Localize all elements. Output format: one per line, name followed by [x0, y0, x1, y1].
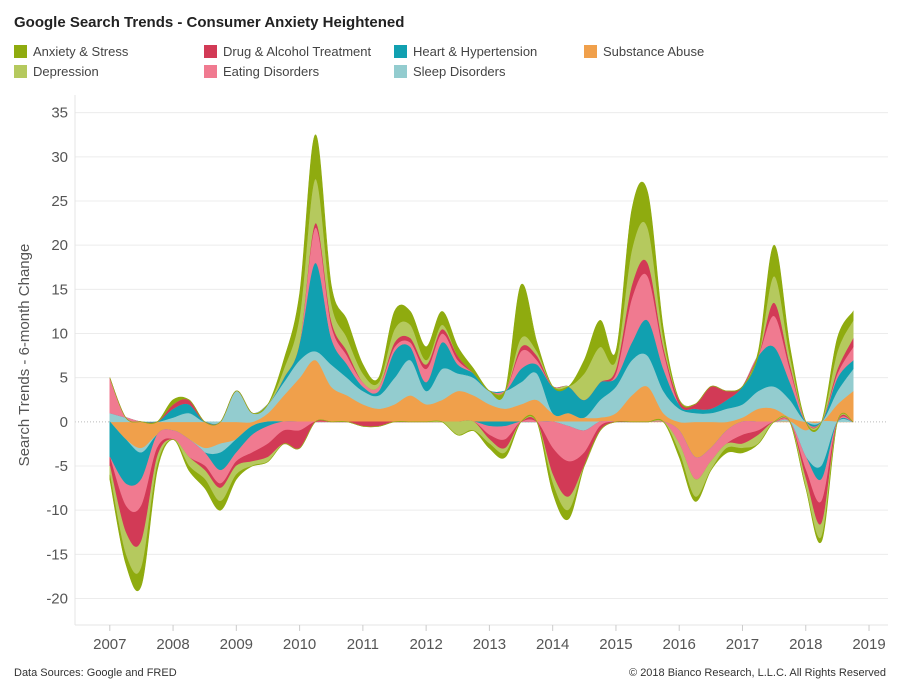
legend-label: Depression: [33, 64, 99, 79]
legend-swatch: [204, 65, 217, 78]
legend-item-depression[interactable]: Depression: [14, 64, 99, 79]
legend-swatch: [14, 65, 27, 78]
y-tick-label: 15: [51, 281, 68, 298]
legend-swatch: [394, 65, 407, 78]
legend-label: Heart & Hypertension: [413, 44, 538, 59]
x-tick-label: 2016: [663, 636, 696, 653]
y-tick-label: 5: [60, 370, 68, 387]
x-tick-label: 2017: [726, 636, 759, 653]
y-tick-label: -5: [55, 458, 68, 475]
legend-item-anxiety-stress[interactable]: Anxiety & Stress: [14, 44, 128, 59]
y-tick-label: -20: [46, 591, 68, 608]
legend-swatch: [394, 45, 407, 58]
legend-label: Substance Abuse: [603, 44, 705, 59]
y-tick-label: -15: [46, 546, 68, 563]
copyright-note: © 2018 Bianco Research, L.L.C. All Right…: [629, 667, 886, 679]
legend-item-heart-hypertension[interactable]: Heart & Hypertension: [394, 44, 537, 59]
stacked-area-chart: Search Trends - 6-month Change 353025201…: [16, 95, 888, 653]
legend-label: Anxiety & Stress: [33, 44, 129, 59]
legend-swatch: [584, 45, 597, 58]
y-tick-label: 10: [51, 326, 68, 343]
x-tick-label: 2013: [473, 636, 506, 653]
x-tick-label: 2008: [156, 636, 189, 653]
x-tick-label: 2010: [283, 636, 316, 653]
chart-title: Google Search Trends - Consumer Anxiety …: [14, 14, 405, 31]
y-tick-label: -10: [46, 502, 68, 519]
gridlines: [74, 95, 888, 626]
x-tick-label: 2011: [347, 636, 379, 653]
y-tick-label: 25: [51, 193, 68, 210]
data-source-note: Data Sources: Google and FRED: [14, 667, 177, 679]
legend-swatch: [204, 45, 217, 58]
x-tick-label: 2009: [220, 636, 253, 653]
x-tick-label: 2012: [409, 636, 442, 653]
x-tick-label: 2018: [789, 636, 822, 653]
legend-item-sleep-disorders[interactable]: Sleep Disorders: [394, 64, 506, 79]
x-tick-label: 2015: [599, 636, 632, 653]
axes: Search Trends - 6-month Change 353025201…: [16, 105, 886, 653]
legend-label: Eating Disorders: [223, 64, 320, 79]
y-tick-label: 30: [51, 149, 68, 166]
legend: Anxiety & Stress Drug & Alcohol Treatmen…: [14, 44, 884, 88]
area-series-group: [109, 134, 854, 592]
legend-label: Drug & Alcohol Treatment: [223, 44, 372, 59]
y-axis-label: Search Trends - 6-month Change: [16, 244, 33, 467]
legend-swatch: [14, 45, 27, 58]
legend-label: Sleep Disorders: [413, 64, 506, 79]
legend-item-eating-disorders[interactable]: Eating Disorders: [204, 64, 319, 79]
area-anxiety-stress-negative[interactable]: [109, 412, 854, 592]
x-tick-label: 2007: [93, 636, 126, 653]
y-tick-label: 0: [60, 414, 68, 431]
x-tick-label: 2014: [536, 636, 569, 653]
legend-item-substance-abuse[interactable]: Substance Abuse: [584, 44, 704, 59]
y-tick-label: 20: [51, 237, 68, 254]
area-anxiety-stress-positive[interactable]: [109, 134, 854, 433]
x-tick-label: 2019: [852, 636, 885, 653]
y-tick-label: 35: [51, 105, 68, 122]
legend-item-drug-alcohol-treatment[interactable]: Drug & Alcohol Treatment: [204, 44, 371, 59]
